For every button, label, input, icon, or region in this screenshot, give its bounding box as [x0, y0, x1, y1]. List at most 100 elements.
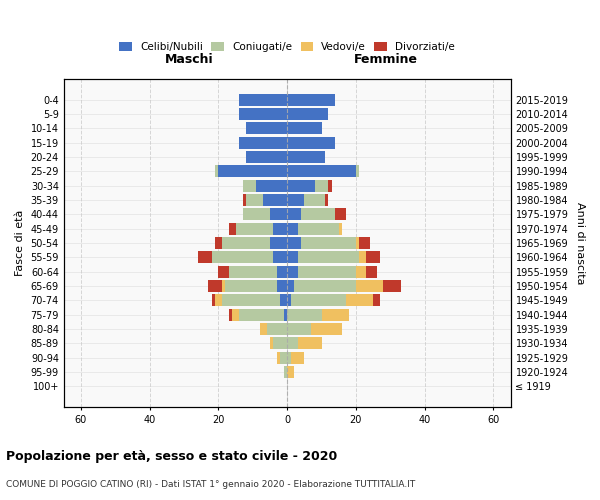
Bar	[270, 337, 274, 349]
Bar	[311, 323, 342, 335]
Bar	[256, 180, 287, 192]
Bar	[356, 280, 383, 292]
Bar	[215, 166, 218, 177]
Bar	[229, 308, 232, 321]
Bar	[301, 208, 335, 220]
Text: Femmine: Femmine	[353, 52, 418, 66]
Bar	[222, 237, 270, 249]
Bar	[270, 208, 287, 220]
Bar	[287, 337, 298, 349]
Bar	[239, 108, 287, 120]
Bar	[277, 280, 287, 292]
Bar	[359, 237, 370, 249]
Bar	[274, 252, 287, 264]
Bar	[287, 108, 328, 120]
Bar	[314, 180, 328, 192]
Bar	[212, 294, 215, 306]
Bar	[229, 266, 277, 278]
Bar	[260, 323, 266, 335]
Bar	[287, 136, 335, 149]
Text: Popolazione per età, sesso e stato civile - 2020: Popolazione per età, sesso e stato civil…	[6, 450, 337, 463]
Bar	[284, 366, 287, 378]
Bar	[242, 208, 270, 220]
Bar	[239, 94, 287, 106]
Bar	[215, 294, 222, 306]
Bar	[246, 151, 287, 163]
Bar	[236, 222, 274, 235]
Bar	[359, 252, 366, 264]
Bar	[287, 151, 325, 163]
Bar	[287, 208, 301, 220]
Bar	[322, 308, 349, 321]
Bar	[287, 323, 311, 335]
Bar	[356, 237, 359, 249]
Bar	[222, 280, 226, 292]
Bar	[356, 166, 359, 177]
Bar	[287, 308, 322, 321]
Bar	[280, 352, 287, 364]
Bar	[346, 294, 373, 306]
Text: COMUNE DI POGGIO CATINO (RI) - Dati ISTAT 1° gennaio 2020 - Elaborazione TUTTITA: COMUNE DI POGGIO CATINO (RI) - Dati ISTA…	[6, 480, 415, 489]
Bar	[274, 222, 287, 235]
Y-axis label: Anni di nascita: Anni di nascita	[575, 202, 585, 284]
Bar	[366, 252, 380, 264]
Bar	[229, 222, 236, 235]
Bar	[277, 266, 287, 278]
Bar	[198, 252, 212, 264]
Bar	[239, 136, 287, 149]
Bar	[325, 194, 328, 206]
Legend: Celibi/Nubili, Coniugati/e, Vedovi/e, Divorziati/e: Celibi/Nubili, Coniugati/e, Vedovi/e, Di…	[115, 38, 459, 56]
Bar	[287, 252, 298, 264]
Bar	[215, 237, 222, 249]
Bar	[287, 352, 290, 364]
Bar	[239, 308, 284, 321]
Bar	[366, 266, 377, 278]
Bar	[304, 194, 325, 206]
Bar	[287, 194, 304, 206]
Bar	[301, 237, 356, 249]
Bar	[287, 222, 298, 235]
Bar	[335, 208, 346, 220]
Bar	[222, 294, 280, 306]
Bar	[383, 280, 401, 292]
Bar	[284, 308, 287, 321]
Bar	[287, 366, 294, 378]
Bar	[287, 166, 356, 177]
Bar	[287, 266, 298, 278]
Bar	[218, 166, 287, 177]
Bar	[287, 280, 294, 292]
Bar	[280, 294, 287, 306]
Bar	[274, 337, 287, 349]
Bar	[328, 180, 332, 192]
Bar	[287, 294, 290, 306]
Bar	[208, 280, 222, 292]
Bar	[232, 308, 239, 321]
Bar	[339, 222, 342, 235]
Bar	[298, 252, 359, 264]
Bar	[242, 180, 256, 192]
Bar	[373, 294, 380, 306]
Bar	[287, 94, 335, 106]
Bar	[246, 122, 287, 134]
Bar	[287, 180, 314, 192]
Bar	[263, 194, 287, 206]
Bar	[218, 266, 229, 278]
Bar	[298, 337, 322, 349]
Bar	[226, 280, 277, 292]
Y-axis label: Fasce di età: Fasce di età	[15, 210, 25, 276]
Bar	[246, 194, 263, 206]
Bar	[212, 252, 274, 264]
Bar	[298, 266, 356, 278]
Bar	[287, 237, 301, 249]
Bar	[277, 352, 280, 364]
Bar	[287, 122, 322, 134]
Bar	[294, 280, 356, 292]
Bar	[290, 294, 346, 306]
Bar	[290, 352, 304, 364]
Bar	[270, 237, 287, 249]
Bar	[298, 222, 339, 235]
Text: Maschi: Maschi	[164, 52, 213, 66]
Bar	[242, 194, 246, 206]
Bar	[356, 266, 366, 278]
Bar	[266, 323, 287, 335]
